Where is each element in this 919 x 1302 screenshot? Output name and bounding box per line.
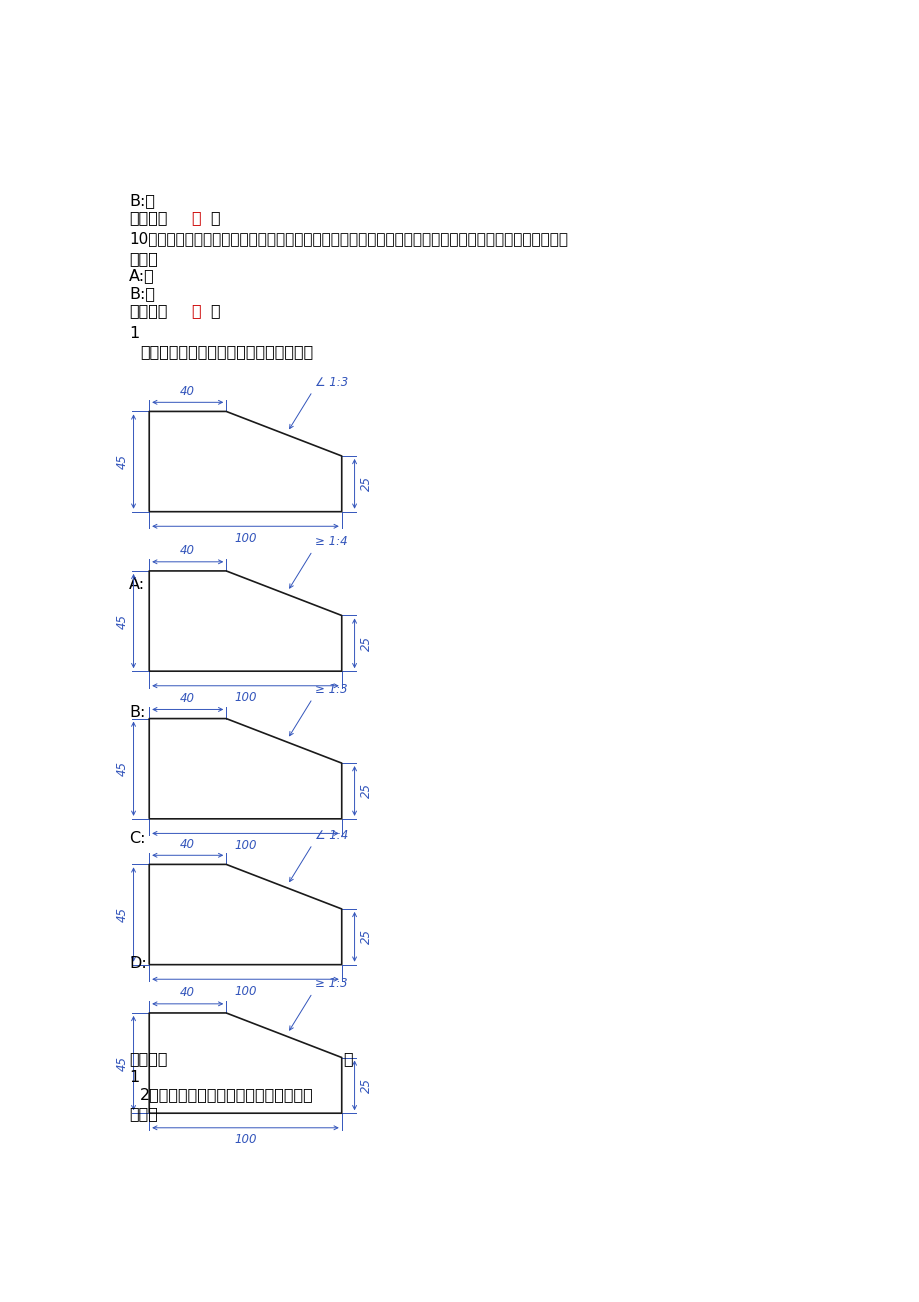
Text: 】: 】 xyxy=(210,210,220,225)
Text: 1: 1 xyxy=(129,326,140,341)
Text: 25: 25 xyxy=(359,784,372,798)
Text: ≥ 1:4: ≥ 1:4 xyxy=(314,535,346,548)
Text: 100: 100 xyxy=(234,984,256,997)
Text: ≥ 1:3: ≥ 1:3 xyxy=(314,978,346,991)
Text: 45: 45 xyxy=(116,613,129,629)
Text: 40: 40 xyxy=(180,544,195,557)
Text: 40: 40 xyxy=(180,837,195,850)
Text: ≥ 1:3: ≥ 1:3 xyxy=(314,682,346,695)
Text: B:错: B:错 xyxy=(129,193,155,208)
Text: 选项：: 选项： xyxy=(129,1105,158,1121)
Text: D:: D: xyxy=(129,957,147,971)
Text: 】: 】 xyxy=(343,1051,352,1066)
Text: 100: 100 xyxy=(234,691,256,704)
Text: 45: 45 xyxy=(116,907,129,922)
Text: 100: 100 xyxy=(234,531,256,544)
Text: C:: C: xyxy=(129,831,145,846)
Text: A:: A: xyxy=(129,577,145,592)
Text: 选项问题：下面斜度标注正确的是（）。: 选项问题：下面斜度标注正确的是（）。 xyxy=(140,344,312,359)
Text: 错: 错 xyxy=(191,210,200,225)
Text: 40: 40 xyxy=(180,987,195,1000)
Text: 25: 25 xyxy=(359,1078,372,1092)
Text: B:对: B:对 xyxy=(129,285,155,301)
Text: 2、问题：下面尺寸标注正确的是（）。: 2、问题：下面尺寸标注正确的是（）。 xyxy=(140,1087,313,1101)
Text: 45: 45 xyxy=(116,1056,129,1070)
Text: A:错: A:错 xyxy=(129,268,154,284)
Text: 1: 1 xyxy=(129,1070,140,1086)
Text: 40: 40 xyxy=(180,691,195,704)
Text: 25: 25 xyxy=(359,930,372,944)
Text: 45: 45 xyxy=(116,762,129,776)
Text: 选项：: 选项： xyxy=(129,251,158,266)
Text: 25: 25 xyxy=(359,477,372,491)
Text: ∠ 1:3: ∠ 1:3 xyxy=(314,376,347,388)
Text: 40: 40 xyxy=(180,385,195,398)
Text: ∠ 1:4: ∠ 1:4 xyxy=(314,828,347,841)
Text: 答案：【: 答案：【 xyxy=(129,210,167,225)
Text: 答案：【: 答案：【 xyxy=(129,1051,167,1066)
Text: 对: 对 xyxy=(191,303,200,318)
Text: 答案：【: 答案：【 xyxy=(129,303,167,318)
Text: 25: 25 xyxy=(359,635,372,651)
Text: 100: 100 xyxy=(234,1133,256,1146)
Text: 】: 】 xyxy=(210,303,220,318)
Text: 10、问题：用已知半径的圆弧光滑连接两已知线段的关键是准确作出连接圆弧的圆心和被连接线段的切点。: 10、问题：用已知半径的圆弧光滑连接两已知线段的关键是准确作出连接圆弧的圆心和被… xyxy=(129,230,568,246)
Text: B:: B: xyxy=(129,704,145,720)
Text: 45: 45 xyxy=(116,454,129,469)
Text: 100: 100 xyxy=(234,838,256,852)
